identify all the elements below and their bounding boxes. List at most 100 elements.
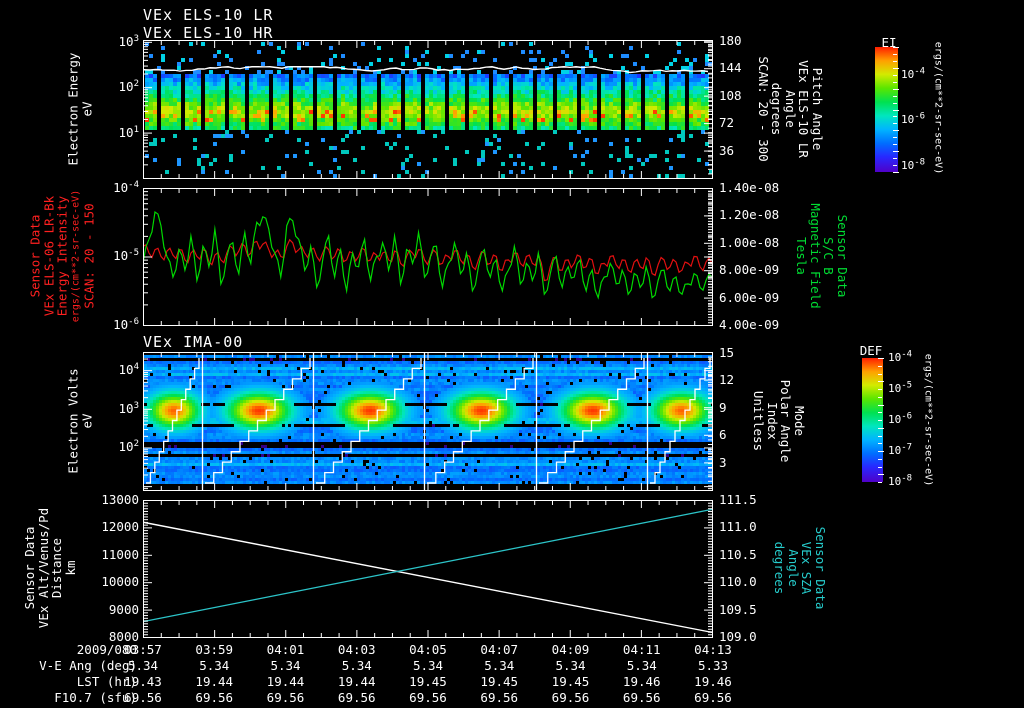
colorbar2-tick (878, 435, 882, 437)
table-cell: 69.56 (337, 690, 376, 705)
colorbar2-tick (878, 358, 884, 359)
panel4-ytick-right: 111.0 (719, 519, 757, 534)
colorbar1-tick (893, 158, 897, 160)
panel2-ytick-left: 10-4 (113, 179, 139, 195)
table-cell: 5.34 (484, 658, 515, 673)
table-row-label-2: LST (hr) (76, 674, 137, 689)
colorbar2-tick (878, 458, 882, 460)
panel4-ytick-right: 110.0 (719, 574, 757, 589)
time-label: 04:05 (409, 642, 447, 657)
panel2-ytick-left: 10-5 (113, 247, 139, 263)
table-cell: 69.56 (124, 690, 162, 705)
table-cell: 19.45 (480, 674, 519, 689)
colorbar2-tick (878, 389, 882, 390)
table-cell: 5.34 (199, 658, 230, 673)
time-label: 04:01 (266, 642, 305, 657)
table-cell: 19.44 (266, 674, 305, 689)
colorbar2-tick (878, 482, 882, 483)
colorbar1-tick (893, 95, 897, 97)
colorbar2-title: DEF (859, 343, 883, 358)
panel2-ytick-right: 1.40e-08 (719, 180, 780, 195)
table-cell: 69.56 (622, 690, 661, 705)
time-label: 04:07 (480, 642, 519, 657)
colorbar1-tick (893, 74, 897, 76)
panel1-ytick-right: 72 (719, 115, 735, 130)
panel2-ytick-right: 6.00e-09 (719, 290, 780, 305)
panel4-ytick-left: 8000 (108, 629, 139, 644)
panel1-title-hr: VEx ELS-10 HR (143, 24, 274, 42)
table-row-label-1: V-E Ang (deg) (39, 658, 137, 673)
table-cell: 69.56 (195, 690, 234, 705)
panel1-ytick-left: 101 (118, 124, 139, 140)
panel3-ytick-right: 15 (719, 345, 735, 360)
panel4-ytick-left: 12000 (101, 519, 139, 534)
table-cell: 69.56 (551, 690, 590, 705)
panel3-spectrogram-canvas (143, 352, 713, 491)
panel4-ytick-left: 9000 (108, 602, 139, 617)
colorbar1-tick (893, 88, 899, 90)
panel1-left-axis-label: Electron Energy eV (65, 52, 95, 166)
panel2-ytick-left: 10-6 (113, 316, 139, 332)
panel2-ytick-right: 1.20e-08 (719, 207, 780, 222)
panel3-title: VEx IMA-00 (143, 333, 244, 351)
panel1-right-axis-label: Pitch Angle VEx ELS-10 LR Angle degrees SCAN… (755, 56, 825, 162)
table-cell: 19.46 (694, 674, 732, 689)
table-cell: 69.56 (480, 690, 519, 705)
colorbar1-tick-label: 10-4 (901, 66, 926, 81)
colorbar1-tick (893, 60, 897, 62)
date-label: 2009/080 (76, 642, 137, 657)
colorbar2-tick (878, 466, 882, 468)
colorbar1-tick (893, 81, 897, 83)
table-cell: 5.34 (270, 658, 301, 673)
colorbar1-tick (893, 151, 899, 153)
table-cell: 5.34 (412, 658, 444, 673)
panel2-lineplot-canvas (143, 188, 713, 326)
panel1-ytick-left: 103 (118, 33, 139, 49)
colorbar2-tick (878, 443, 882, 445)
panel1-ytick-right: 36 (719, 143, 735, 158)
colorbar1-tick (893, 47, 899, 48)
colorbar1-tick-label: 10-6 (901, 111, 926, 126)
table-cell: 5.34 (626, 658, 657, 673)
colorbar2-tick-label: 10-4 (888, 349, 913, 364)
table-cell: 19.45 (551, 674, 590, 689)
panel4-left-axis-label: Sensor Data VEx Alt/Venus/Pd Distance km (22, 507, 78, 629)
panel3-right-axis-label: Mode Polar Angle Index Unitless (751, 379, 808, 463)
table-cell: 19.44 (337, 674, 376, 689)
panel3-ytick-left: 104 (118, 361, 139, 377)
colorbar2-tick (878, 474, 884, 476)
table-cell: 5.34 (127, 658, 159, 673)
table-cell: 69.56 (266, 690, 305, 705)
colorbar1-tick (893, 102, 897, 104)
panel3-ytick-left: 103 (118, 400, 139, 416)
colorbar1-tick (893, 53, 897, 55)
table-cell: 19.46 (622, 674, 661, 689)
table-cell: 19.44 (195, 674, 234, 689)
panel4-lineplot-canvas (143, 500, 713, 638)
colorbar1-units-label: ergs/(cm**2-sr-sec-eV) (932, 41, 944, 175)
panel4-ytick-right: 109.0 (719, 629, 757, 644)
colorbar2-tick (878, 396, 882, 398)
time-label: 03:57 (124, 642, 162, 657)
colorbar2-tick-label: 10-7 (888, 442, 913, 457)
panel4-ytick-left: 13000 (101, 492, 139, 507)
colorbar1-tick (893, 130, 899, 132)
table-cell: 5.33 (697, 658, 729, 673)
colorbar2-tick (878, 420, 882, 421)
panel4-ytick-right: 111.5 (719, 492, 757, 507)
panel3-left-axis-label: Electron Volts eV (65, 368, 95, 474)
panel4-ytick-left: 10000 (101, 574, 139, 589)
colorbar2-tick-label: 10-6 (888, 411, 913, 426)
panel2-right-axis-label: Sensor Data S/C B Magnetic Field Tesla (794, 203, 851, 309)
colorbar1-tick (893, 165, 897, 167)
colorbar2-tick (878, 381, 884, 383)
panel3-ytick-right: 9 (719, 400, 727, 415)
panel2-ytick-right: 1.00e-08 (719, 235, 780, 250)
time-label: 04:09 (551, 642, 590, 657)
table-cell: 5.34 (341, 658, 372, 673)
colorbar1-gradient (875, 47, 898, 172)
panel4-right-axis-label: Sensor Data VEx SZA Angle degrees (772, 526, 829, 610)
colorbar1-title: EI (881, 35, 897, 50)
colorbar2-tick-label: 10-8 (888, 473, 913, 488)
